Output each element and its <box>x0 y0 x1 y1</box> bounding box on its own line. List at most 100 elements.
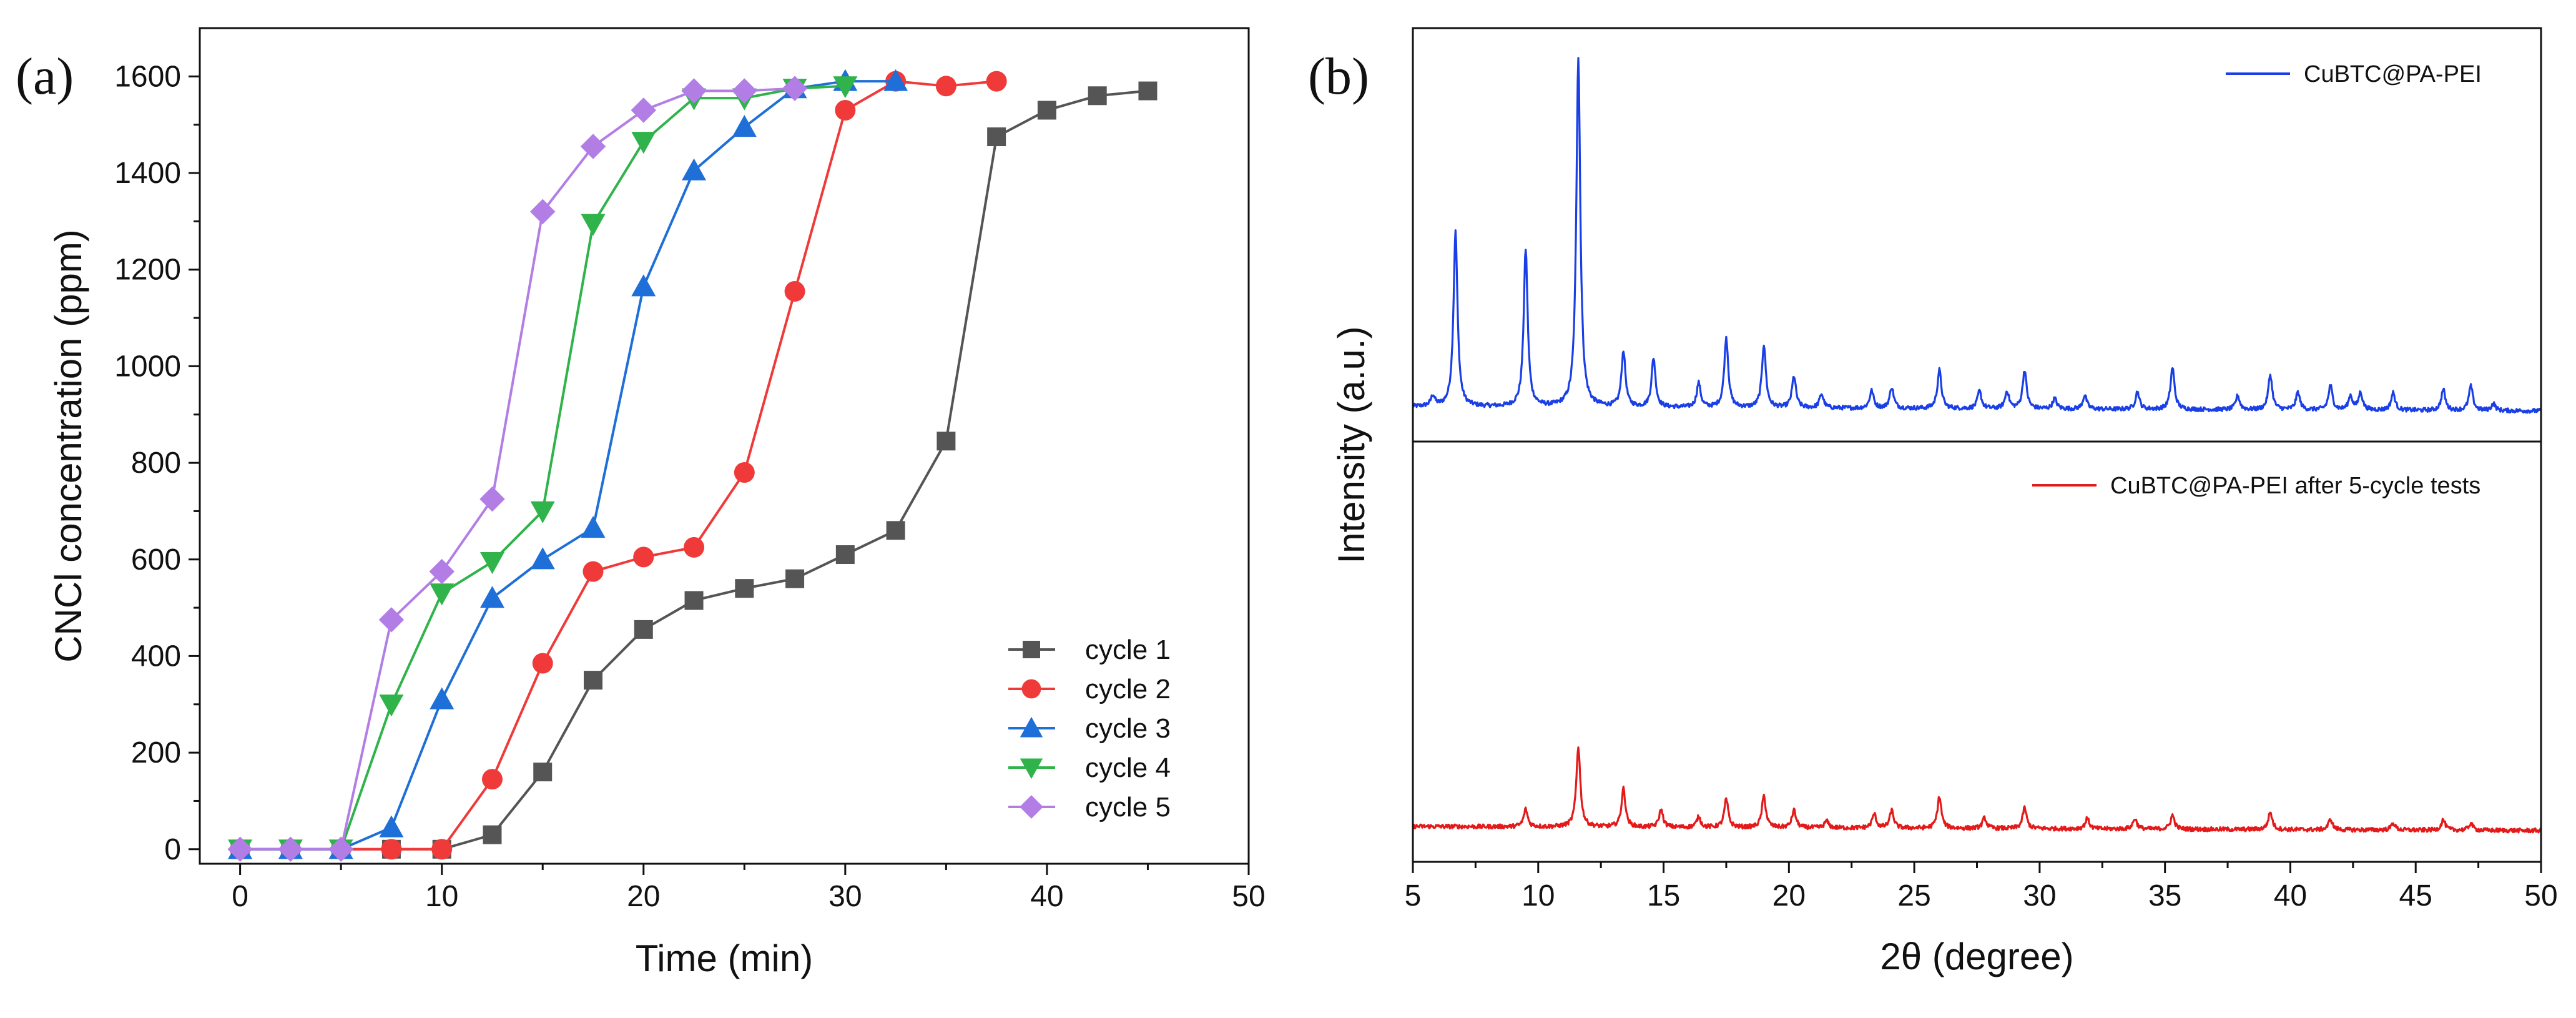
series-line <box>240 87 795 851</box>
legend-marker <box>1020 758 1043 779</box>
data-point <box>935 76 956 97</box>
data-point <box>633 546 654 568</box>
data-point <box>379 694 404 717</box>
data-point <box>735 579 754 598</box>
data-point <box>634 620 653 639</box>
data-point <box>732 78 757 104</box>
data-point <box>732 115 757 137</box>
data-point <box>529 199 556 225</box>
data-point <box>833 76 858 99</box>
panel-a-label: (a) <box>16 47 74 106</box>
data-point <box>631 97 657 123</box>
legend-item: cycle 1 <box>1008 635 1171 665</box>
data-point <box>1037 101 1056 120</box>
data-point <box>734 462 755 483</box>
series-line <box>240 89 1148 851</box>
series-line <box>240 80 997 851</box>
x-tick-label: 0 <box>232 880 248 913</box>
data-point <box>479 586 504 608</box>
panel-a-legend: cycle 1 cycle 2 cycle 3 cycle 4 cycle 5 <box>1008 635 1171 823</box>
panel-b-x-axis-title: 2θ (degree) <box>1880 936 2073 977</box>
legend-marker <box>1020 716 1043 738</box>
panel-a-ticks: 0 10 20 30 40 50 0 200 400 600 800 1000 1200 1400 1600 <box>114 60 1265 913</box>
x-tick-label: 40 <box>1030 880 1063 913</box>
data-point <box>530 501 555 523</box>
xrd-pattern-after-cycles <box>1412 746 2542 834</box>
series-cycle-1 <box>230 81 1158 859</box>
data-point <box>328 836 354 862</box>
legend-label: CuBTC@PA-PEI <box>2304 61 2482 87</box>
y-tick-label: 1000 <box>114 350 181 383</box>
data-point <box>886 521 905 540</box>
panel-a: (a) 0 10 20 30 40 50 0 200 400 600 800 1000 1200 1400… <box>16 27 1266 979</box>
data-point <box>530 547 555 570</box>
x-tick-label: 30 <box>828 880 862 913</box>
data-point <box>1138 81 1158 101</box>
legend-marker <box>1020 795 1043 819</box>
data-point <box>431 839 453 860</box>
legend-label: cycle 2 <box>1085 674 1171 704</box>
data-point <box>684 591 704 610</box>
x-tick-label: 5 <box>1405 879 1422 912</box>
x-tick-label: 20 <box>1772 879 1806 912</box>
data-point <box>581 515 606 538</box>
data-point <box>682 158 707 180</box>
xrd-pattern-fresh <box>1412 57 2542 414</box>
x-tick-label: 50 <box>2524 879 2557 912</box>
panel-a-x-axis-title: Time (min) <box>636 937 813 979</box>
legend-item: cycle 2 <box>1008 674 1171 704</box>
data-point <box>227 836 253 862</box>
data-point <box>835 99 856 121</box>
panel-a-frame <box>199 27 1250 865</box>
y-tick-label: 400 <box>131 640 181 673</box>
y-tick-label: 600 <box>131 543 181 576</box>
data-point <box>681 78 707 104</box>
data-point <box>379 815 404 838</box>
data-point <box>581 214 606 236</box>
legend-item: cycle 5 <box>1008 792 1171 823</box>
series-cycle-3 <box>228 69 908 859</box>
data-point <box>381 839 402 860</box>
x-tick-label: 20 <box>627 880 660 913</box>
x-tick-label: 45 <box>2399 879 2432 912</box>
data-point <box>785 569 805 588</box>
panel-b-legend: CuBTC@PA-PEI CuBTC@PA-PEI after 5-cycle t… <box>2032 61 2482 499</box>
panel-b-label: (b) <box>1308 47 1369 106</box>
data-point <box>481 769 503 790</box>
y-tick-label: 0 <box>164 833 181 866</box>
data-point <box>883 69 908 91</box>
legend-item: cycle 4 <box>1008 753 1171 783</box>
data-point <box>584 671 602 690</box>
legend-label: CuBTC@PA-PEI after 5-cycle tests <box>2110 473 2480 499</box>
data-point <box>378 607 405 633</box>
data-point <box>1088 86 1107 106</box>
data-point <box>784 281 805 302</box>
legend-marker <box>1023 641 1040 658</box>
data-point <box>986 71 1007 92</box>
panel-b-frame <box>1412 27 2542 863</box>
data-point <box>631 274 656 297</box>
data-point <box>631 132 656 154</box>
y-tick-label: 1200 <box>114 254 181 287</box>
data-point <box>835 545 855 565</box>
data-point <box>580 134 606 159</box>
series-cycle-4 <box>228 76 858 862</box>
legend-label: cycle 4 <box>1085 753 1171 783</box>
data-point <box>782 76 808 101</box>
data-point <box>479 486 505 512</box>
x-tick-label: 50 <box>1232 880 1265 913</box>
data-point <box>532 653 553 674</box>
x-tick-label: 30 <box>2023 879 2056 912</box>
legend-label: cycle 1 <box>1085 635 1171 665</box>
panel-b-ticks: 5 10 15 20 25 30 35 40 45 50 <box>1405 862 2558 912</box>
x-tick-label: 10 <box>425 880 458 913</box>
legend-marker <box>1021 679 1041 699</box>
data-point <box>430 687 455 709</box>
data-point <box>278 836 303 862</box>
legend-label: cycle 3 <box>1085 713 1171 744</box>
series-line <box>240 80 896 851</box>
x-tick-label: 25 <box>1897 879 1930 912</box>
legend-item: cycle 3 <box>1008 713 1171 744</box>
data-point <box>937 432 956 451</box>
